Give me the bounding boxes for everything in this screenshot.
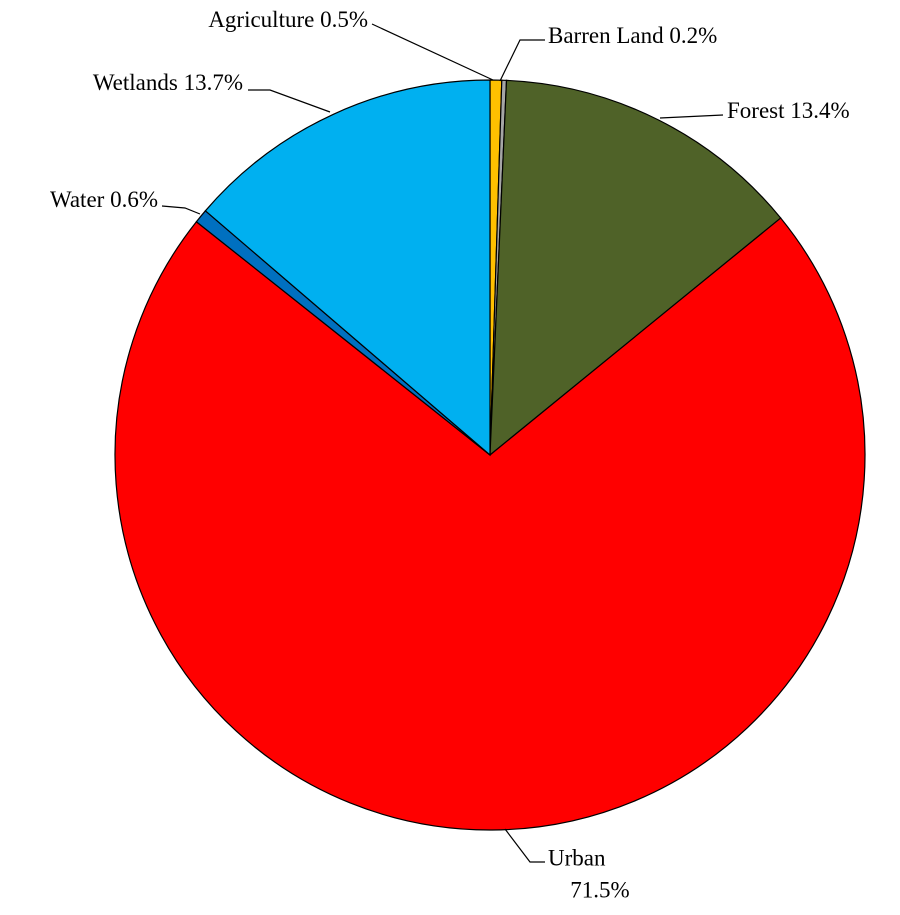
slice-label: Forest 13.4% [727, 98, 850, 123]
pie-slice [114, 217, 866, 831]
leader-line [659, 114, 724, 119]
slice-name: Water [50, 187, 105, 212]
leader-line [161, 205, 201, 215]
pie-slice [489, 79, 782, 457]
pie-slice [204, 79, 491, 457]
slice-label: Barren Land 0.2% [548, 23, 717, 48]
leader-line [499, 39, 545, 82]
leader-line [371, 23, 494, 81]
slice-name: Forest [727, 98, 785, 123]
slice-label: Wetlands 13.7% [93, 70, 243, 95]
slice-value-label: 0.5% [320, 7, 368, 32]
slice-value-label: 71.5% [570, 877, 629, 902]
slice-value-label: 13.4% [790, 98, 849, 123]
slice-value-label: 0.6% [110, 187, 158, 212]
leader-line [248, 89, 331, 113]
slice-name: Wetlands [93, 70, 178, 95]
slice-name: Agriculture [208, 7, 314, 32]
slice-value-label: 13.7% [184, 70, 243, 95]
leader-line [504, 828, 545, 863]
slice-label: Water 0.6% [50, 187, 158, 212]
slice-name: Barren Land [548, 23, 664, 48]
slice-label: Urban [548, 845, 606, 870]
slice-value-label: 0.2% [669, 23, 717, 48]
slice-label: Agriculture 0.5% [208, 7, 368, 32]
